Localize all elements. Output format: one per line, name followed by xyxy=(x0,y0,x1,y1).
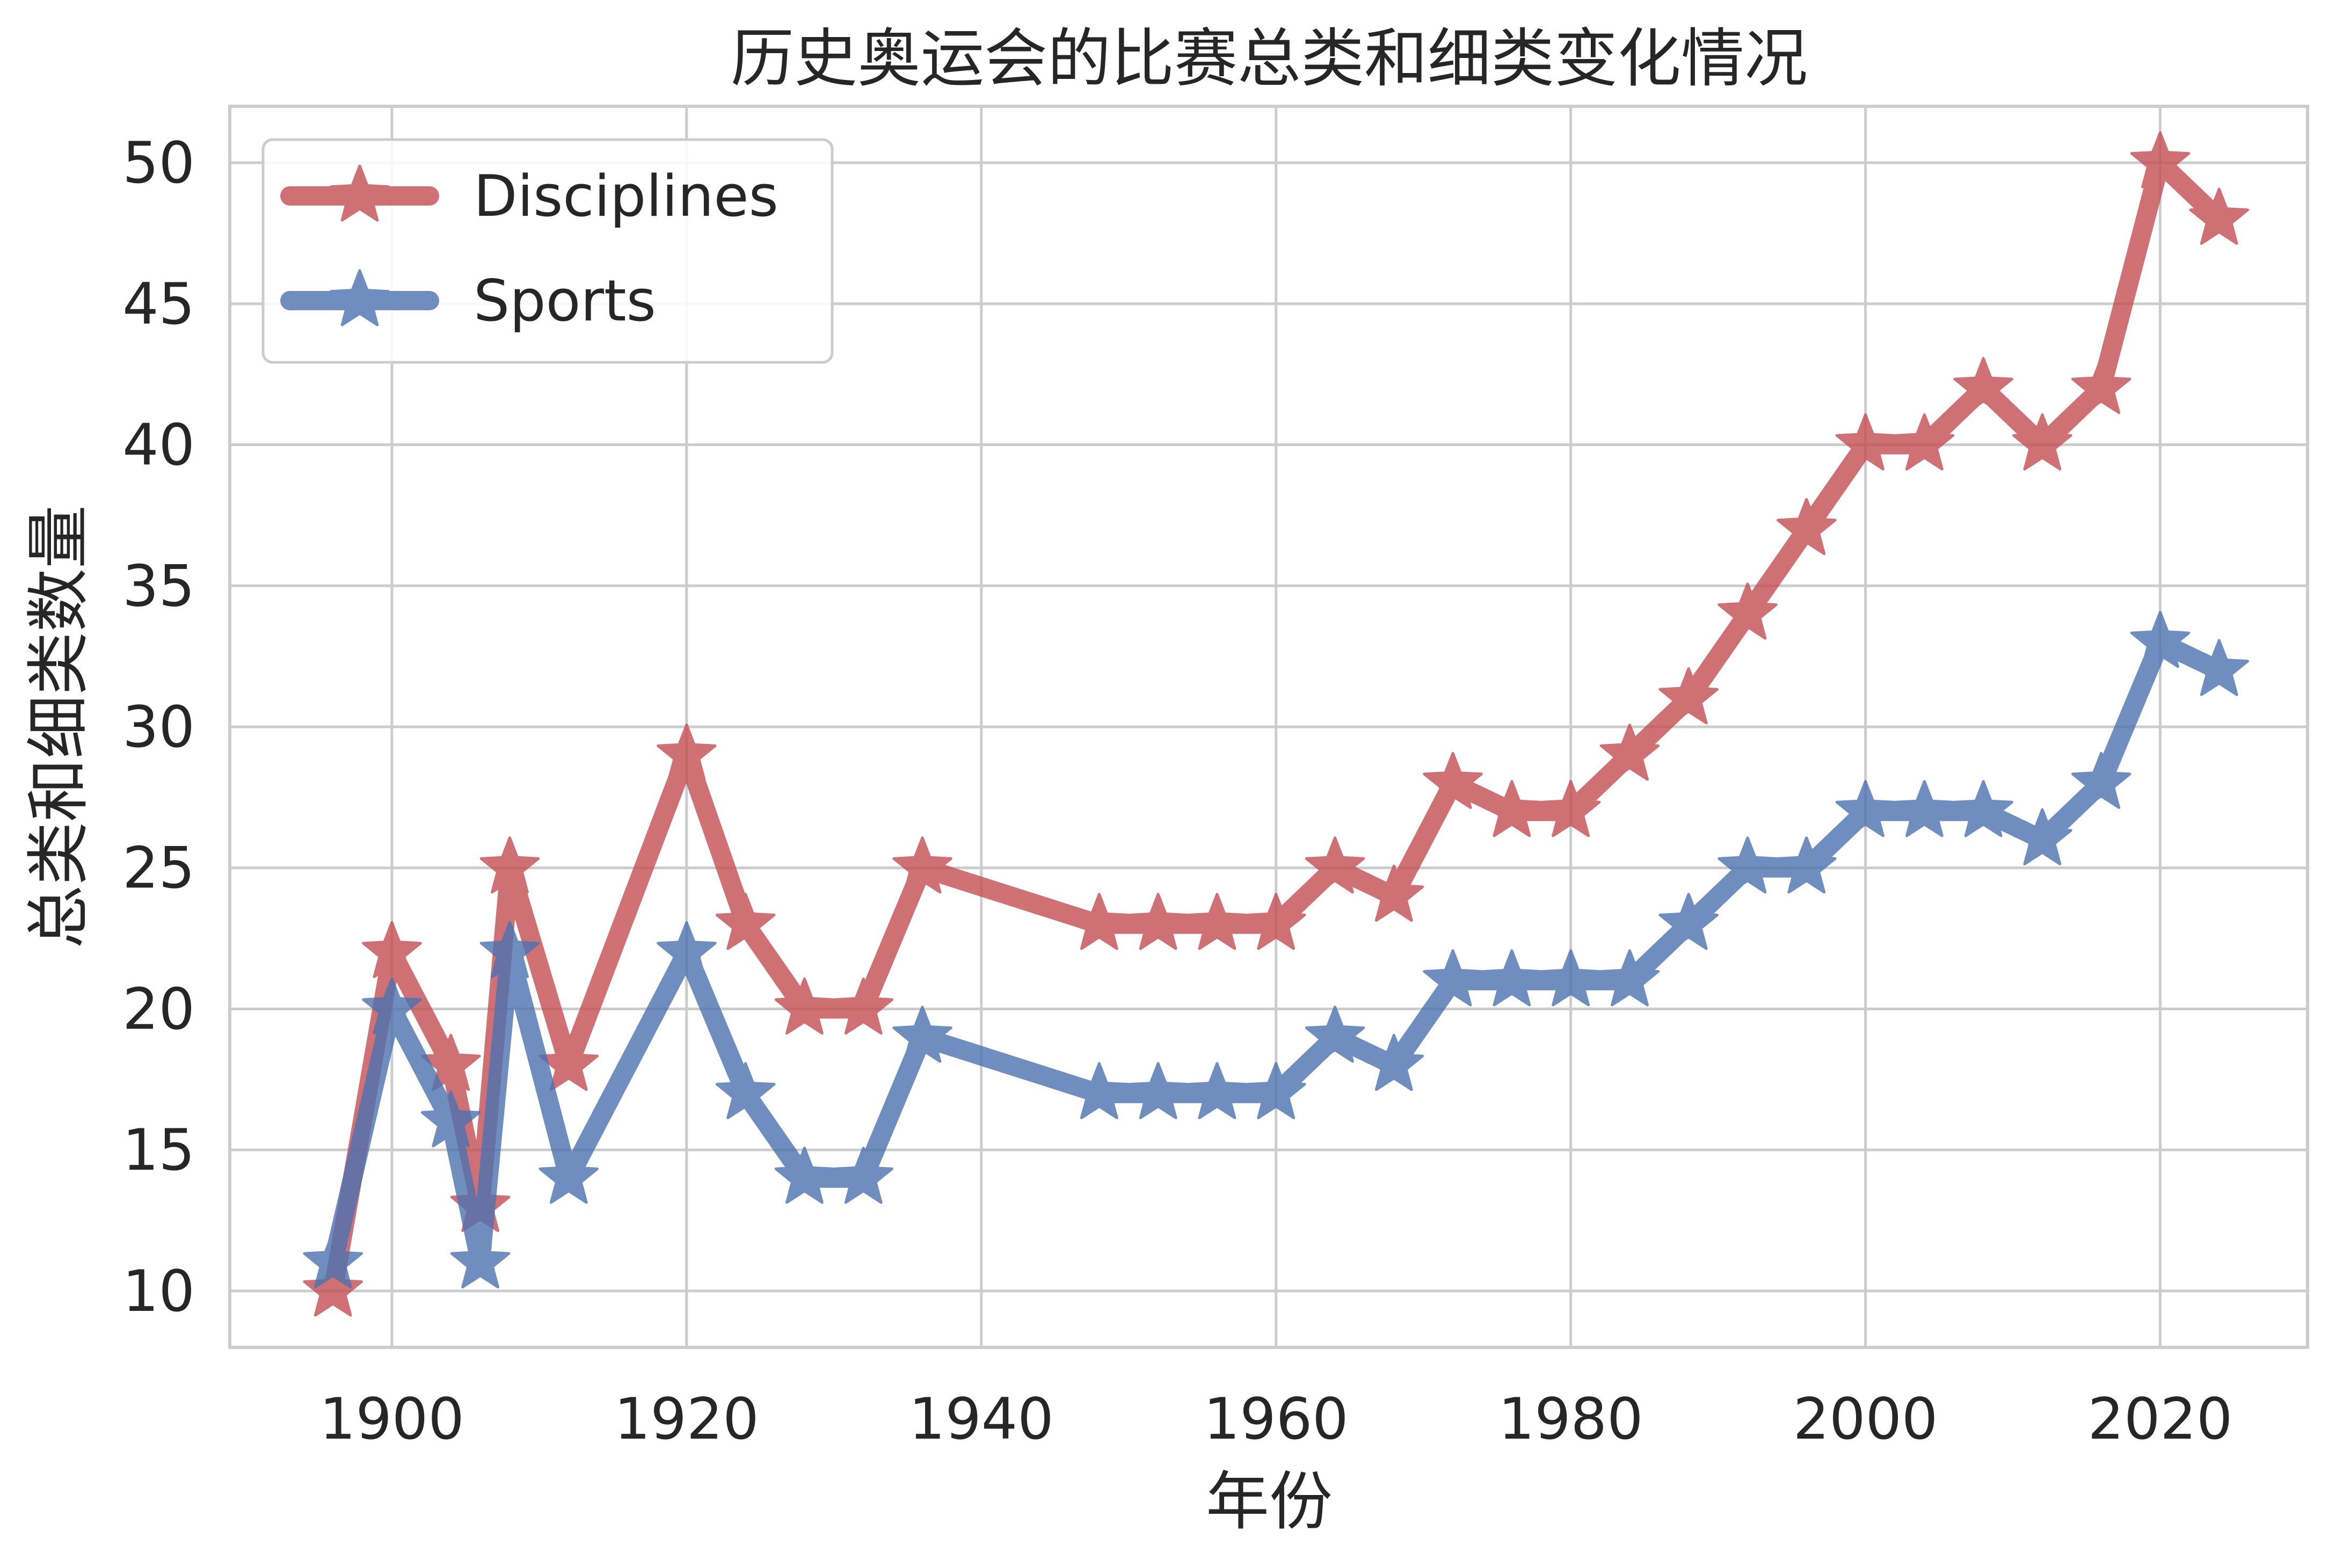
series-sports xyxy=(303,610,2250,1289)
data-point-sports xyxy=(479,921,540,979)
data-point-sports xyxy=(774,1147,835,1204)
data-point-sports xyxy=(2012,808,2072,865)
data-point-disciplines xyxy=(1658,667,1719,725)
data-point-disciplines xyxy=(1835,413,1896,471)
data-point-sports xyxy=(1423,949,1483,1007)
series-layer xyxy=(303,131,2250,1317)
data-point-sports xyxy=(892,1005,952,1063)
data-point-sports xyxy=(657,921,717,979)
data-point-disciplines xyxy=(1187,893,1247,950)
data-point-disciplines xyxy=(2130,131,2191,188)
x-tick-label: 2000 xyxy=(1793,1386,1938,1452)
data-point-sports xyxy=(833,1147,893,1204)
data-point-disciplines xyxy=(715,893,776,950)
data-point-disciplines xyxy=(1540,780,1601,837)
tick-layer: 1900 1920 1940 1960 1980 2000 2020 10 15 20 25 30 35… xyxy=(122,130,2232,1452)
y-tick-label: 50 xyxy=(122,130,195,196)
data-point-disciplines xyxy=(2012,413,2072,471)
data-point-disciplines xyxy=(833,978,893,1035)
legend: Disciplines Sports xyxy=(261,138,834,364)
data-point-disciplines xyxy=(1069,893,1130,950)
data-point-disciplines xyxy=(1246,893,1306,950)
data-point-sports xyxy=(1069,1062,1130,1119)
y-tick-label: 20 xyxy=(122,976,195,1042)
data-point-sports xyxy=(362,978,422,1035)
data-point-sports xyxy=(2189,639,2250,696)
data-point-sports xyxy=(1364,1034,1424,1091)
data-point-disciplines xyxy=(1953,357,2013,414)
data-point-sports xyxy=(1482,949,1542,1007)
data-point-disciplines xyxy=(479,836,540,894)
data-point-sports xyxy=(1894,780,1955,837)
data-point-disciplines xyxy=(538,1034,599,1091)
data-point-disciplines xyxy=(1777,498,1837,555)
data-point-disciplines xyxy=(1482,780,1542,837)
data-point-disciplines xyxy=(362,921,422,979)
y-tick-label: 45 xyxy=(122,271,195,337)
x-axis-label: 年份 xyxy=(1206,1464,1333,1538)
grid-layer xyxy=(230,106,2308,1347)
data-point-disciplines xyxy=(2189,187,2250,245)
data-point-sports xyxy=(715,1062,776,1119)
x-tick-label: 1940 xyxy=(909,1386,1054,1452)
series-disciplines xyxy=(303,131,2250,1317)
data-point-sports xyxy=(1777,836,1837,894)
data-point-disciplines xyxy=(420,1034,481,1091)
x-tick-label: 1980 xyxy=(1498,1386,1643,1452)
data-point-sports xyxy=(1718,836,1778,894)
data-point-sports xyxy=(1305,1005,1365,1063)
data-point-sports xyxy=(2071,752,2131,809)
data-point-disciplines xyxy=(1599,724,1660,781)
data-point-sports xyxy=(1599,949,1660,1007)
data-point-sports xyxy=(1835,780,1896,837)
data-point-disciplines xyxy=(1894,413,1955,471)
plot-frame xyxy=(228,105,2309,1349)
data-point-sports xyxy=(303,1231,363,1289)
y-tick-label: 25 xyxy=(122,835,195,901)
data-point-sports xyxy=(1246,1062,1306,1119)
data-point-disciplines xyxy=(774,978,835,1035)
x-tick-label: 1900 xyxy=(319,1386,464,1452)
y-tick-label: 10 xyxy=(122,1258,195,1324)
data-point-disciplines xyxy=(1128,893,1188,950)
data-point-disciplines xyxy=(1305,836,1365,894)
x-tick-label: 2020 xyxy=(2088,1386,2233,1452)
data-point-sports xyxy=(2130,610,2191,668)
data-point-disciplines xyxy=(1718,582,1778,640)
y-tick-label: 30 xyxy=(122,694,195,760)
data-point-disciplines xyxy=(303,1259,363,1317)
data-point-disciplines xyxy=(657,724,717,781)
data-point-disciplines xyxy=(1423,752,1483,809)
chart-title: 历史奥运会的比赛总类和细类变化情况 xyxy=(731,21,1808,96)
y-tick-label: 15 xyxy=(122,1117,195,1183)
data-point-sports xyxy=(450,1231,511,1289)
legend-entry-sports: Sports xyxy=(280,268,656,334)
x-tick-label: 1920 xyxy=(614,1386,759,1452)
legend-marker-sports xyxy=(280,269,439,326)
legend-entry-disciplines: Disciplines xyxy=(280,163,778,229)
legend-label-sports: Sports xyxy=(474,268,656,334)
x-tick-label: 1960 xyxy=(1204,1386,1349,1452)
data-point-disciplines xyxy=(2071,357,2131,414)
data-point-sports xyxy=(1540,949,1601,1007)
y-axis-label: 总类和细类数量 xyxy=(21,505,96,949)
data-point-sports xyxy=(1953,780,2013,837)
data-point-disciplines xyxy=(892,836,952,894)
legend-marker-disciplines xyxy=(280,164,439,222)
data-point-sports xyxy=(1128,1062,1188,1119)
y-tick-label: 35 xyxy=(122,553,195,619)
data-point-disciplines xyxy=(1364,864,1424,922)
legend-label-disciplines: Disciplines xyxy=(474,163,778,229)
data-point-sports xyxy=(538,1147,599,1204)
data-point-sports xyxy=(1187,1062,1247,1119)
data-point-sports xyxy=(420,1090,481,1148)
data-point-sports xyxy=(1658,893,1719,950)
y-tick-label: 40 xyxy=(122,412,195,478)
